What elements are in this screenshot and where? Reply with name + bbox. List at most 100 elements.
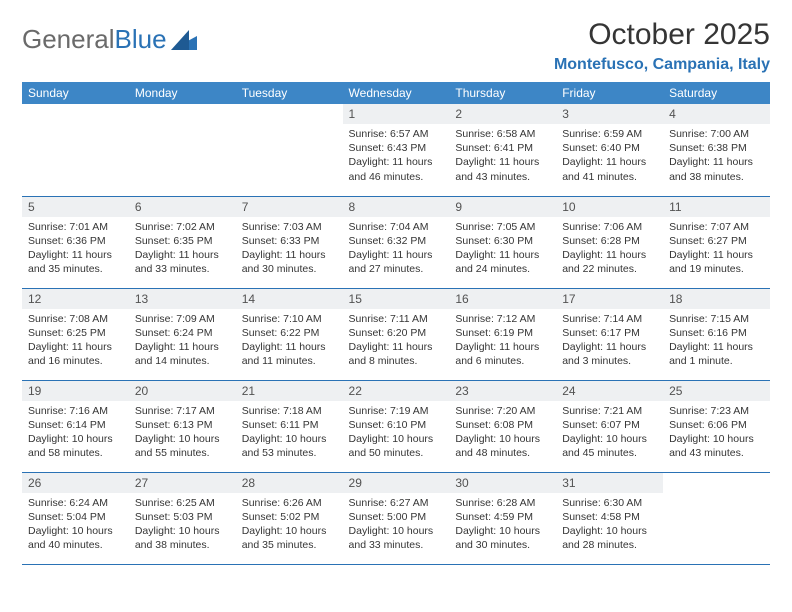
day-number: 21 <box>236 381 343 401</box>
day-details: Sunrise: 7:07 AMSunset: 6:27 PMDaylight:… <box>663 217 770 283</box>
day-details: Sunrise: 7:09 AMSunset: 6:24 PMDaylight:… <box>129 309 236 375</box>
day-details: Sunrise: 7:05 AMSunset: 6:30 PMDaylight:… <box>449 217 556 283</box>
day-details: Sunrise: 7:06 AMSunset: 6:28 PMDaylight:… <box>556 217 663 283</box>
day-number: 23 <box>449 381 556 401</box>
day-cell: 18Sunrise: 7:15 AMSunset: 6:16 PMDayligh… <box>663 288 770 380</box>
day-number: 30 <box>449 473 556 493</box>
day-details: Sunrise: 7:17 AMSunset: 6:13 PMDaylight:… <box>129 401 236 467</box>
col-tuesday: Tuesday <box>236 82 343 104</box>
day-cell <box>663 472 770 564</box>
day-cell: 9Sunrise: 7:05 AMSunset: 6:30 PMDaylight… <box>449 196 556 288</box>
day-details: Sunrise: 6:25 AMSunset: 5:03 PMDaylight:… <box>129 493 236 559</box>
day-number: 20 <box>129 381 236 401</box>
day-details: Sunrise: 7:16 AMSunset: 6:14 PMDaylight:… <box>22 401 129 467</box>
day-cell: 5Sunrise: 7:01 AMSunset: 6:36 PMDaylight… <box>22 196 129 288</box>
day-cell: 8Sunrise: 7:04 AMSunset: 6:32 PMDaylight… <box>343 196 450 288</box>
day-number: 22 <box>343 381 450 401</box>
day-details: Sunrise: 7:01 AMSunset: 6:36 PMDaylight:… <box>22 217 129 283</box>
day-details: Sunrise: 7:14 AMSunset: 6:17 PMDaylight:… <box>556 309 663 375</box>
day-details: Sunrise: 6:26 AMSunset: 5:02 PMDaylight:… <box>236 493 343 559</box>
day-number: 11 <box>663 197 770 217</box>
day-cell: 15Sunrise: 7:11 AMSunset: 6:20 PMDayligh… <box>343 288 450 380</box>
day-number: 10 <box>556 197 663 217</box>
header: GeneralBlue October 2025 Montefusco, Cam… <box>22 18 770 74</box>
day-details: Sunrise: 7:10 AMSunset: 6:22 PMDaylight:… <box>236 309 343 375</box>
day-cell: 12Sunrise: 7:08 AMSunset: 6:25 PMDayligh… <box>22 288 129 380</box>
day-number: 2 <box>449 104 556 124</box>
day-details: Sunrise: 7:02 AMSunset: 6:35 PMDaylight:… <box>129 217 236 283</box>
day-details: Sunrise: 6:27 AMSunset: 5:00 PMDaylight:… <box>343 493 450 559</box>
day-details: Sunrise: 7:23 AMSunset: 6:06 PMDaylight:… <box>663 401 770 467</box>
col-friday: Friday <box>556 82 663 104</box>
day-details: Sunrise: 7:11 AMSunset: 6:20 PMDaylight:… <box>343 309 450 375</box>
day-number: 29 <box>343 473 450 493</box>
calendar-page: GeneralBlue October 2025 Montefusco, Cam… <box>0 0 792 583</box>
day-details: Sunrise: 7:19 AMSunset: 6:10 PMDaylight:… <box>343 401 450 467</box>
day-cell: 7Sunrise: 7:03 AMSunset: 6:33 PMDaylight… <box>236 196 343 288</box>
col-sunday: Sunday <box>22 82 129 104</box>
day-cell: 27Sunrise: 6:25 AMSunset: 5:03 PMDayligh… <box>129 472 236 564</box>
day-number: 12 <box>22 289 129 309</box>
day-number: 19 <box>22 381 129 401</box>
day-number: 13 <box>129 289 236 309</box>
col-saturday: Saturday <box>663 82 770 104</box>
day-number: 8 <box>343 197 450 217</box>
day-details: Sunrise: 7:08 AMSunset: 6:25 PMDaylight:… <box>22 309 129 375</box>
day-number: 16 <box>449 289 556 309</box>
day-details: Sunrise: 6:57 AMSunset: 6:43 PMDaylight:… <box>343 124 450 190</box>
day-cell: 6Sunrise: 7:02 AMSunset: 6:35 PMDaylight… <box>129 196 236 288</box>
week-row: 26Sunrise: 6:24 AMSunset: 5:04 PMDayligh… <box>22 472 770 564</box>
day-cell: 1Sunrise: 6:57 AMSunset: 6:43 PMDaylight… <box>343 104 450 196</box>
calendar-table: Sunday Monday Tuesday Wednesday Thursday… <box>22 82 770 565</box>
day-cell: 4Sunrise: 7:00 AMSunset: 6:38 PMDaylight… <box>663 104 770 196</box>
day-cell: 26Sunrise: 6:24 AMSunset: 5:04 PMDayligh… <box>22 472 129 564</box>
week-row: 1Sunrise: 6:57 AMSunset: 6:43 PMDaylight… <box>22 104 770 196</box>
day-details: Sunrise: 7:00 AMSunset: 6:38 PMDaylight:… <box>663 124 770 190</box>
day-number: 25 <box>663 381 770 401</box>
day-details: Sunrise: 6:28 AMSunset: 4:59 PMDaylight:… <box>449 493 556 559</box>
logo-mark-icon <box>171 30 197 50</box>
day-cell <box>22 104 129 196</box>
title-block: October 2025 Montefusco, Campania, Italy <box>554 18 770 74</box>
col-monday: Monday <box>129 82 236 104</box>
day-number: 27 <box>129 473 236 493</box>
day-cell: 30Sunrise: 6:28 AMSunset: 4:59 PMDayligh… <box>449 472 556 564</box>
day-details: Sunrise: 7:12 AMSunset: 6:19 PMDaylight:… <box>449 309 556 375</box>
day-cell: 19Sunrise: 7:16 AMSunset: 6:14 PMDayligh… <box>22 380 129 472</box>
day-number: 28 <box>236 473 343 493</box>
day-details: Sunrise: 6:59 AMSunset: 6:40 PMDaylight:… <box>556 124 663 190</box>
location: Montefusco, Campania, Italy <box>554 56 770 74</box>
day-cell: 10Sunrise: 7:06 AMSunset: 6:28 PMDayligh… <box>556 196 663 288</box>
month-title: October 2025 <box>554 18 770 52</box>
day-cell: 22Sunrise: 7:19 AMSunset: 6:10 PMDayligh… <box>343 380 450 472</box>
day-number: 17 <box>556 289 663 309</box>
logo-text-1: General <box>22 24 115 55</box>
day-number: 5 <box>22 197 129 217</box>
day-cell: 29Sunrise: 6:27 AMSunset: 5:00 PMDayligh… <box>343 472 450 564</box>
calendar-body: 1Sunrise: 6:57 AMSunset: 6:43 PMDaylight… <box>22 104 770 564</box>
day-cell: 17Sunrise: 7:14 AMSunset: 6:17 PMDayligh… <box>556 288 663 380</box>
day-details: Sunrise: 6:30 AMSunset: 4:58 PMDaylight:… <box>556 493 663 559</box>
weekday-header-row: Sunday Monday Tuesday Wednesday Thursday… <box>22 82 770 104</box>
day-cell <box>129 104 236 196</box>
day-details: Sunrise: 6:58 AMSunset: 6:41 PMDaylight:… <box>449 124 556 190</box>
day-cell: 31Sunrise: 6:30 AMSunset: 4:58 PMDayligh… <box>556 472 663 564</box>
day-details: Sunrise: 7:20 AMSunset: 6:08 PMDaylight:… <box>449 401 556 467</box>
day-number: 3 <box>556 104 663 124</box>
day-details: Sunrise: 6:24 AMSunset: 5:04 PMDaylight:… <box>22 493 129 559</box>
day-number: 31 <box>556 473 663 493</box>
day-cell: 28Sunrise: 6:26 AMSunset: 5:02 PMDayligh… <box>236 472 343 564</box>
day-details: Sunrise: 7:03 AMSunset: 6:33 PMDaylight:… <box>236 217 343 283</box>
day-number: 4 <box>663 104 770 124</box>
day-number: 14 <box>236 289 343 309</box>
week-row: 12Sunrise: 7:08 AMSunset: 6:25 PMDayligh… <box>22 288 770 380</box>
day-number: 1 <box>343 104 450 124</box>
day-cell: 21Sunrise: 7:18 AMSunset: 6:11 PMDayligh… <box>236 380 343 472</box>
day-cell <box>236 104 343 196</box>
day-cell: 23Sunrise: 7:20 AMSunset: 6:08 PMDayligh… <box>449 380 556 472</box>
day-details: Sunrise: 7:18 AMSunset: 6:11 PMDaylight:… <box>236 401 343 467</box>
day-number: 9 <box>449 197 556 217</box>
day-cell: 2Sunrise: 6:58 AMSunset: 6:41 PMDaylight… <box>449 104 556 196</box>
day-number: 6 <box>129 197 236 217</box>
week-row: 19Sunrise: 7:16 AMSunset: 6:14 PMDayligh… <box>22 380 770 472</box>
